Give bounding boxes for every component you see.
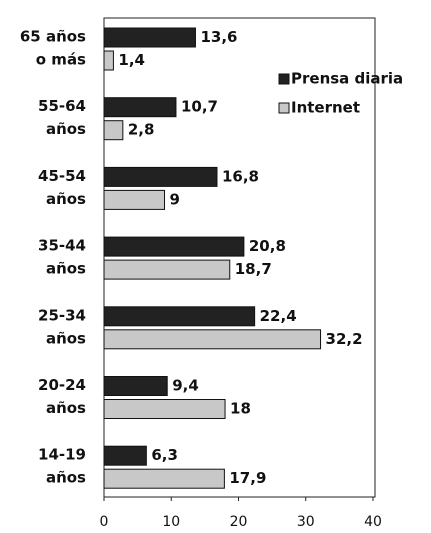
bar	[103, 306, 256, 327]
bar	[103, 329, 322, 350]
value-label: 6,3	[151, 446, 178, 464]
bar	[103, 259, 231, 280]
x-tick-label: 30	[297, 514, 315, 530]
x-tick-label: 0	[100, 514, 109, 530]
legend-swatch	[278, 102, 290, 114]
y-tick-label: 35-44	[38, 237, 86, 255]
value-label: 20,8	[249, 237, 286, 255]
value-label: 2,8	[128, 121, 155, 139]
y-tick-label: años	[46, 469, 86, 487]
bar	[103, 399, 226, 419]
value-label: 1,4	[118, 51, 145, 69]
bar	[103, 27, 196, 48]
bar	[103, 50, 114, 71]
x-tick-label: 20	[230, 514, 248, 530]
x-tick-label: 40	[364, 514, 382, 530]
value-label: 17,9	[229, 469, 266, 487]
value-label: 18,7	[235, 260, 272, 278]
y-tick-label: 65 años	[20, 28, 86, 46]
y-tick-label: años	[46, 399, 86, 417]
legend-label: Prensa diaria	[291, 70, 403, 88]
y-tick-label: o más	[36, 51, 86, 69]
legend-swatch	[278, 73, 290, 85]
y-tick-label: 55-64	[38, 97, 86, 115]
bar	[103, 166, 218, 187]
bar	[103, 120, 124, 141]
y-tick-label: años	[46, 329, 86, 347]
bar	[103, 236, 245, 257]
value-label: 10,7	[181, 98, 218, 116]
value-label: 13,6	[200, 28, 237, 46]
x-tick-label: 10	[162, 514, 180, 530]
value-label: 9	[170, 190, 180, 208]
value-label: 16,8	[222, 167, 259, 185]
bar	[103, 468, 225, 489]
bar	[103, 445, 147, 466]
y-tick-label: 25-34	[38, 306, 86, 324]
plot-frame	[103, 17, 376, 498]
value-label: 18	[230, 400, 251, 418]
legend-label: Internet	[291, 99, 360, 117]
bar	[103, 376, 168, 396]
value-label: 22,4	[260, 307, 297, 325]
y-tick-label: años	[46, 260, 86, 278]
value-label: 32,2	[326, 330, 363, 348]
y-tick-label: 14-19	[38, 446, 86, 464]
bar	[103, 189, 166, 210]
y-tick-label: 20-24	[38, 376, 86, 394]
value-label: 9,4	[172, 377, 199, 395]
y-tick-label: 45-54	[38, 167, 86, 185]
y-tick-label: años	[46, 120, 86, 138]
y-tick-label: años	[46, 190, 86, 208]
bar	[103, 97, 177, 118]
